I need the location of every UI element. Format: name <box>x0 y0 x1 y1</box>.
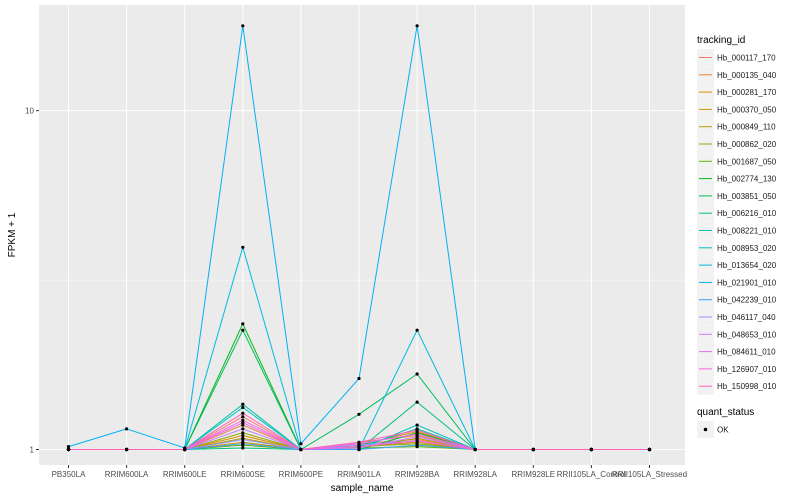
data-point <box>647 447 652 452</box>
data-point <box>415 24 419 28</box>
data-point <box>241 423 245 427</box>
x-tick-label: RRIM600LE <box>163 470 207 479</box>
data-point <box>241 415 245 419</box>
data-point <box>183 447 187 452</box>
legend-item-label: Hb_000135_040 <box>717 71 777 80</box>
legend-item-label: Hb_006216_010 <box>717 209 777 218</box>
data-point <box>415 328 419 332</box>
legend-tracking: tracking_id Hb_000117_170 Hb_000135_040 Hb… <box>697 35 777 395</box>
x-tick-label: RRIM600LA <box>105 470 149 479</box>
x-tick-label: RRIM901LA <box>337 470 381 479</box>
legend-item-label: Hb_013654_020 <box>717 261 777 270</box>
data-point <box>415 428 419 432</box>
legend-item-label: Hb_048653_010 <box>717 330 777 339</box>
data-point <box>241 446 245 450</box>
legend-item-label: Hb_008953_020 <box>717 244 777 253</box>
data-point <box>125 447 129 452</box>
data-point <box>241 24 245 28</box>
data-point <box>241 402 245 406</box>
data-point <box>415 372 419 376</box>
legend-item-label: Hb_001687_050 <box>717 157 777 166</box>
data-point <box>66 445 71 449</box>
data-point <box>415 435 419 439</box>
data-point <box>357 412 361 416</box>
data-point <box>241 427 245 431</box>
legend-item-label: Hb_000849_110 <box>717 123 776 132</box>
data-point <box>241 328 245 332</box>
data-point <box>415 432 419 436</box>
legend-item-label: Hb_046117_040 <box>717 313 776 322</box>
legend-item-label: Hb_000370_050 <box>717 105 777 114</box>
legend-item-label: Hb_021901_010 <box>717 278 777 287</box>
legend-item-label: Hb_000117_170 <box>717 54 776 63</box>
data-points <box>66 24 652 452</box>
legend-item-label: Hb_000862_020 <box>717 140 777 149</box>
data-point <box>357 376 361 381</box>
data-point <box>357 440 361 444</box>
x-axis-title: sample_name <box>331 483 394 494</box>
y-tick-label: 1 <box>30 445 35 454</box>
data-point <box>241 437 245 442</box>
data-point <box>241 431 245 435</box>
data-point <box>473 447 477 452</box>
legend-item-label: Hb_084611_010 <box>717 348 776 357</box>
data-point <box>241 411 245 415</box>
data-point <box>125 427 129 431</box>
data-point <box>415 400 419 404</box>
data-point <box>531 447 535 452</box>
y-tick-label: 10 <box>25 107 34 116</box>
y-axis: 1 10 <box>25 107 39 454</box>
data-point <box>241 245 245 249</box>
legend-item-label: Hb_126907_010 <box>717 365 777 374</box>
legend-item-label: Hb_150998_010 <box>717 382 777 391</box>
x-tick-label: RRII105LA_Stressed <box>612 470 687 479</box>
legend-item-label: Hb_000281_170 <box>717 88 777 97</box>
legend-item-label: Hb_002774_130 <box>717 175 777 184</box>
data-point <box>241 433 245 438</box>
data-point <box>415 439 419 443</box>
legend-tracking-title: tracking_id <box>697 35 745 46</box>
x-tick-label: RRIM928LA <box>453 470 497 479</box>
legend-status: quant_status OK <box>697 407 754 438</box>
data-point <box>299 442 303 446</box>
legend-status-title: quant_status <box>697 407 754 418</box>
data-point <box>241 405 245 410</box>
x-tick-label: PB350LA <box>52 470 86 479</box>
data-point <box>415 443 419 447</box>
x-tick-label: RRIM928LE <box>512 470 556 479</box>
data-point <box>241 418 245 422</box>
panel-background <box>39 5 685 465</box>
data-point <box>589 447 594 452</box>
x-tick-label: RRIM600PE <box>279 470 323 479</box>
legend-item-label: Hb_003851_050 <box>717 192 777 201</box>
x-axis: PB350LA RRIM600LA RRIM600LE RRIM600SE RRIM60… <box>52 465 687 479</box>
legend-status-point <box>703 427 708 432</box>
legend-status-label: OK <box>717 426 729 435</box>
data-point <box>241 442 245 446</box>
data-point <box>299 447 303 452</box>
x-tick-label: RRIM928BA <box>395 470 440 479</box>
x-tick-label: RRII105LA_Control <box>557 470 627 479</box>
grid <box>39 5 685 465</box>
data-point <box>357 445 361 449</box>
legend-item-label: Hb_042239_010 <box>717 296 777 305</box>
data-point <box>66 447 71 452</box>
legend-item-label: Hb_008221_010 <box>717 227 777 236</box>
data-point <box>241 421 245 425</box>
data-point <box>415 423 419 427</box>
y-axis-title: FPKM + 1 <box>7 212 18 257</box>
x-tick-label: RRIM600SE <box>221 470 265 479</box>
data-point <box>241 322 245 326</box>
